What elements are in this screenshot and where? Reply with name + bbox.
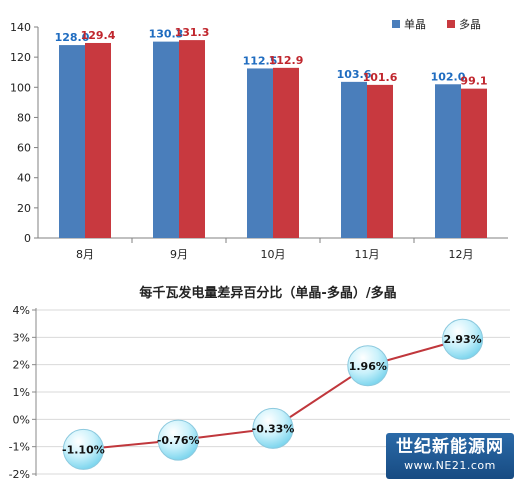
bar-y-tick-label: 60 [17, 142, 31, 155]
bar-x-tick-label: 10月 [261, 248, 286, 261]
line-point-bubble-0 [62, 428, 104, 470]
bar-0-1 [153, 41, 179, 238]
watermark-logo: 世纪新能源网 www.NE21.com [386, 433, 514, 479]
line-y-tick-label: 2% [13, 359, 30, 372]
bar-y-tick-label: 140 [10, 21, 31, 34]
bar-x-axis-ticks: 8月 9月 10月 11月 12月 [76, 238, 474, 261]
bar-data-label: 129.4 [81, 29, 116, 42]
line-y-tick-label: 0% [13, 413, 30, 426]
line-y-axis-ticks: -2% -1% 0% 1% 2% 3% 4% [9, 304, 36, 481]
watermark-en: www.NE21.com [404, 459, 496, 472]
line-point-label: -0.76% [157, 434, 200, 447]
line-point-bubble-1 [157, 419, 199, 461]
line-point-label: -0.33% [252, 422, 295, 435]
line-point-bubble-3 [347, 345, 389, 387]
bar-y-axis-ticks: 0 20 40 60 80 100 120 140 [10, 21, 38, 245]
bar-data-label: 112.9 [269, 54, 304, 67]
bar-y-tick-label: 80 [17, 111, 31, 124]
bar-1-2 [273, 67, 299, 239]
bar-y-tick-label: 40 [17, 172, 31, 185]
bar-x-tick-label: 11月 [355, 248, 380, 261]
bar-0-3 [341, 81, 367, 238]
legend-swatch-1 [447, 20, 455, 28]
bar-y-tick-label: 120 [10, 51, 31, 64]
line-y-tick-label: -2% [9, 468, 30, 481]
bar-data-label: 101.6 [363, 71, 398, 84]
legend-label-1: 多晶 [459, 17, 481, 31]
bar-data-label: 103.6 [337, 68, 372, 81]
line-y-tick-label: 3% [13, 331, 30, 344]
legend-label-0: 单晶 [404, 18, 426, 31]
legend-swatch-0 [392, 20, 400, 28]
line-point-bubble-4 [442, 318, 484, 360]
line-point-label: 2.93% [444, 333, 482, 346]
line-y-tick-label: 1% [13, 386, 30, 399]
bar-x-tick-label: 12月 [449, 248, 474, 261]
bar-y-tick-label: 0 [24, 232, 31, 245]
line-y-tick-label: -1% [9, 441, 30, 454]
bar-data-label: 112.5 [243, 54, 278, 67]
bar-0-2 [247, 68, 273, 238]
bar-x-tick-label: 9月 [170, 248, 188, 261]
bar-0-4 [435, 84, 461, 239]
bar-0-0 [59, 45, 85, 239]
line-y-tick-label: 4% [13, 304, 30, 317]
line-marks: -1.10% -0.76% -0.33% 1.96% 2.93% [62, 318, 484, 470]
line-chart-title: 每千瓦发电量差异百分比（单晶-多晶）/多晶 [139, 285, 396, 301]
bar-1-0 [85, 42, 111, 239]
watermark-cn: 世纪新能源网 [396, 437, 504, 457]
bar-1-3 [367, 84, 393, 238]
line-point-bubble-2 [252, 407, 294, 449]
line-point-label: -1.10% [62, 443, 105, 456]
bar-y-tick-label: 100 [10, 81, 31, 94]
bar-data-label: 128.0 [55, 31, 90, 44]
bar-y-tick-label: 20 [17, 202, 31, 215]
bar-data-label: 99.1 [460, 75, 487, 88]
bar-data-label: 102.0 [431, 70, 466, 83]
bar-1-1 [179, 40, 205, 238]
bar-1-4 [461, 88, 487, 238]
line-chart: 每千瓦发电量差异百分比（单晶-多晶）/多晶 -2% -1% 0% 1% 2% 3% 4% -… [9, 285, 510, 481]
line-point-label: 1.96% [349, 360, 387, 373]
bar-data-label: 131.3 [175, 26, 210, 39]
bar-x-tick-label: 8月 [76, 248, 94, 261]
bar-legend: 单晶 多晶 [392, 17, 481, 31]
bar-data-label: 130.3 [149, 28, 184, 41]
